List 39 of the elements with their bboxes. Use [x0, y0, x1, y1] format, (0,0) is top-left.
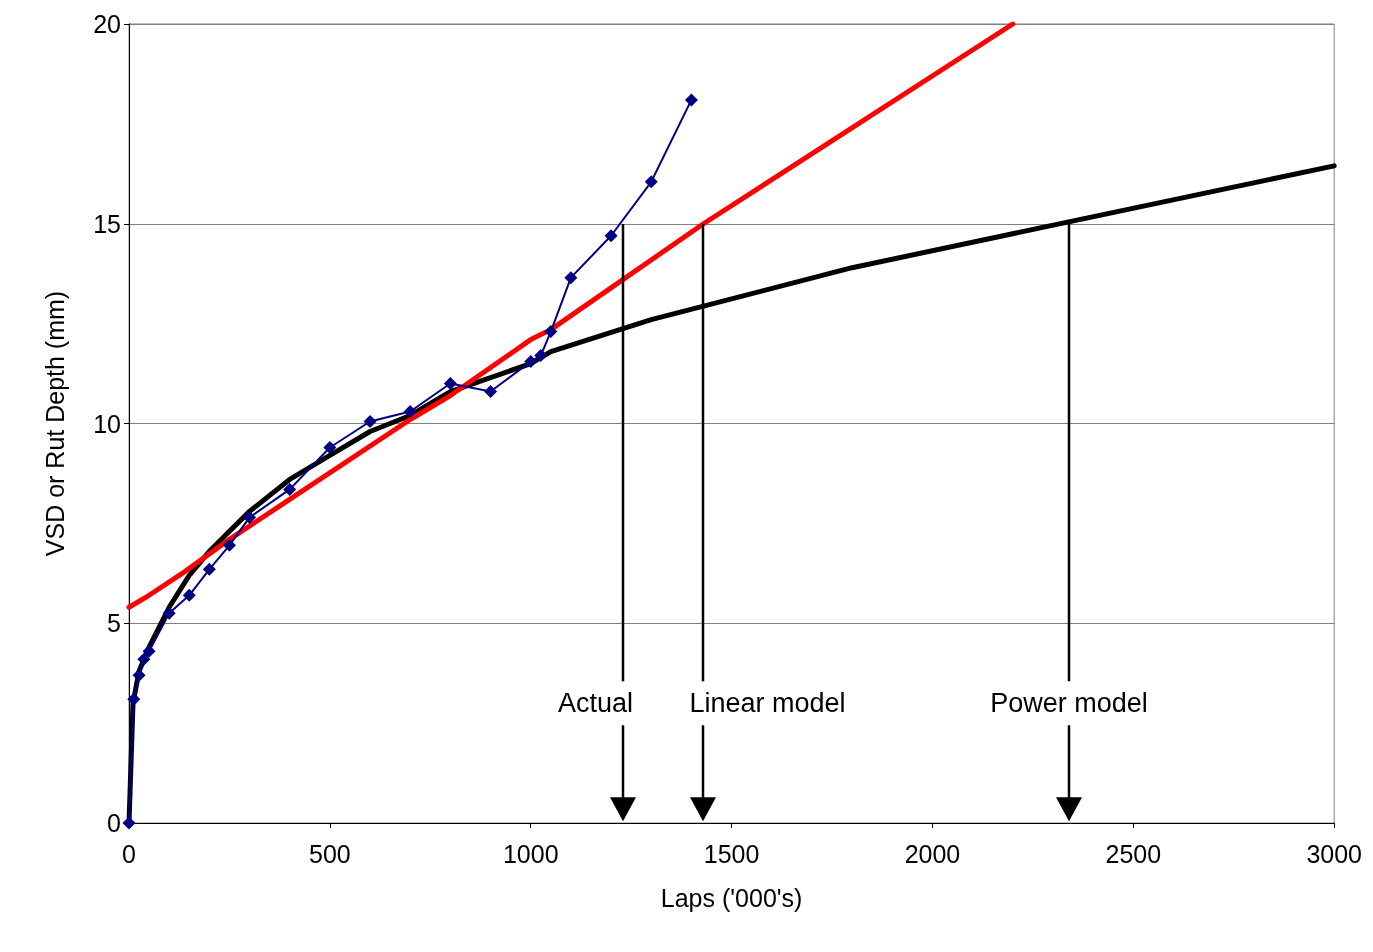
point: [403, 405, 417, 419]
point: [137, 652, 151, 666]
point: [323, 440, 337, 454]
y-tick-label: 10: [93, 409, 121, 438]
point: [243, 510, 257, 524]
point: [132, 668, 146, 682]
point: [564, 271, 578, 285]
x-tick-label: 2000: [904, 839, 961, 868]
point: [202, 562, 216, 576]
point: [162, 606, 176, 620]
x-axis-title: Laps ('000's): [660, 883, 803, 912]
point: [484, 385, 498, 399]
x-tick-label: 1000: [502, 839, 559, 868]
annotation: Power model: [990, 688, 1148, 718]
point: [644, 175, 658, 189]
point: [604, 229, 618, 243]
y-tick-label: 15: [93, 209, 121, 238]
point: [142, 644, 156, 658]
point: [182, 588, 196, 602]
y-tick-label: 0: [107, 809, 121, 837]
y-axis-title: VSD or Rut Depth (mm): [40, 290, 69, 557]
point: [363, 415, 377, 428]
y-tick-label: 5: [107, 609, 121, 638]
point: [544, 325, 558, 339]
x-tick-label: 1500: [703, 839, 760, 868]
point: [684, 93, 698, 107]
point: [122, 816, 136, 830]
point: [283, 482, 297, 496]
point: [443, 377, 457, 391]
point: [524, 355, 538, 369]
x-tick-label: 2500: [1105, 839, 1162, 868]
x-tick-label: 500: [309, 839, 351, 868]
point: [127, 692, 141, 706]
x-tick-label: 3000: [1306, 839, 1362, 868]
point: [534, 349, 548, 363]
point: [222, 538, 236, 552]
y-tick-label: 20: [93, 10, 121, 38]
annotation: Actual: [558, 688, 634, 718]
annotation: Linear model: [689, 688, 846, 718]
